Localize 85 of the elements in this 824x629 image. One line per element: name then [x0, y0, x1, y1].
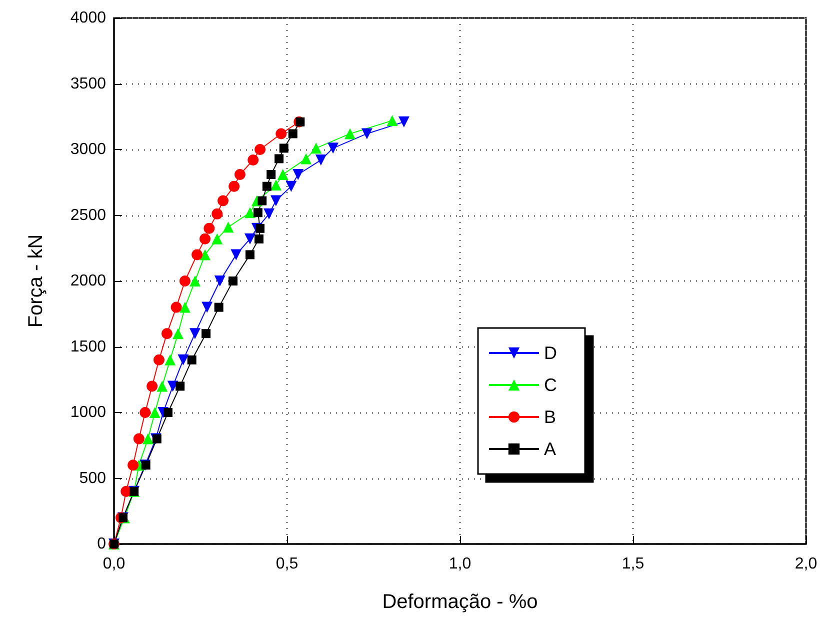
y-tick-label: 1000	[70, 404, 106, 421]
point	[234, 168, 246, 180]
point	[163, 408, 172, 417]
point	[212, 233, 223, 244]
point	[398, 116, 410, 128]
point	[172, 328, 184, 340]
point	[164, 354, 176, 366]
point	[230, 249, 242, 260]
point	[146, 380, 158, 392]
point	[228, 276, 238, 286]
x-tick-label: 0,5	[276, 556, 298, 572]
point	[328, 142, 339, 154]
legend-label: A	[544, 439, 556, 459]
point	[179, 302, 190, 313]
legend-label: B	[544, 407, 556, 427]
point	[256, 224, 265, 233]
point	[142, 433, 154, 444]
point	[153, 354, 164, 366]
point	[214, 276, 226, 286]
point	[178, 354, 189, 366]
y-tick-label: 0	[97, 536, 106, 552]
point	[214, 302, 224, 312]
point	[200, 233, 210, 244]
point	[200, 249, 210, 260]
point	[292, 168, 304, 180]
point	[286, 180, 297, 192]
y-tick-label: 2500	[70, 206, 106, 224]
point	[274, 154, 284, 164]
y-axis-title: Força - kN	[25, 234, 47, 328]
point	[276, 128, 287, 140]
point	[279, 144, 288, 153]
point	[266, 170, 276, 179]
point	[228, 180, 240, 192]
point	[264, 208, 275, 220]
point	[202, 329, 211, 338]
y-tick-label: 2000	[70, 272, 106, 290]
x-tick-label: 1,5	[622, 556, 644, 572]
point	[156, 380, 168, 392]
point	[244, 207, 256, 218]
point	[254, 234, 264, 244]
x-tick-label: 1,0	[448, 556, 472, 572]
point	[277, 168, 288, 180]
point	[258, 196, 267, 206]
point	[189, 276, 200, 286]
y-tick-label: 500	[79, 470, 106, 487]
legend-label: D	[544, 343, 557, 363]
point	[361, 128, 372, 140]
point	[248, 154, 259, 166]
x-tick-label: 2,0	[794, 556, 818, 572]
point	[262, 182, 272, 191]
point	[128, 460, 139, 471]
point	[222, 222, 234, 233]
point	[245, 250, 254, 260]
point	[253, 208, 262, 218]
point	[189, 328, 200, 340]
point	[386, 115, 398, 126]
y-tick-label: 3000	[70, 141, 106, 158]
y-tick-label: 1500	[70, 338, 106, 356]
point	[170, 302, 182, 313]
x-tick-label: 0,0	[102, 556, 126, 572]
point	[218, 195, 228, 206]
point	[310, 142, 322, 154]
legend-label: C	[544, 375, 557, 395]
point	[204, 222, 215, 234]
point	[344, 128, 356, 140]
point	[176, 382, 185, 391]
point	[187, 355, 196, 364]
y-tick-label: 4000	[70, 10, 106, 26]
point	[315, 154, 326, 166]
point	[270, 195, 282, 206]
y-tick-label: 3500	[70, 75, 106, 92]
point	[202, 302, 213, 313]
point	[270, 180, 282, 191]
point	[288, 129, 298, 138]
point	[140, 407, 151, 418]
point	[179, 276, 190, 286]
point	[300, 153, 312, 164]
point	[244, 233, 256, 244]
point	[133, 433, 144, 444]
point	[149, 407, 160, 418]
point	[192, 249, 203, 260]
point	[254, 144, 266, 155]
x-axis-title: Deformação - %o	[382, 591, 538, 613]
point	[161, 328, 172, 340]
point	[212, 208, 223, 220]
